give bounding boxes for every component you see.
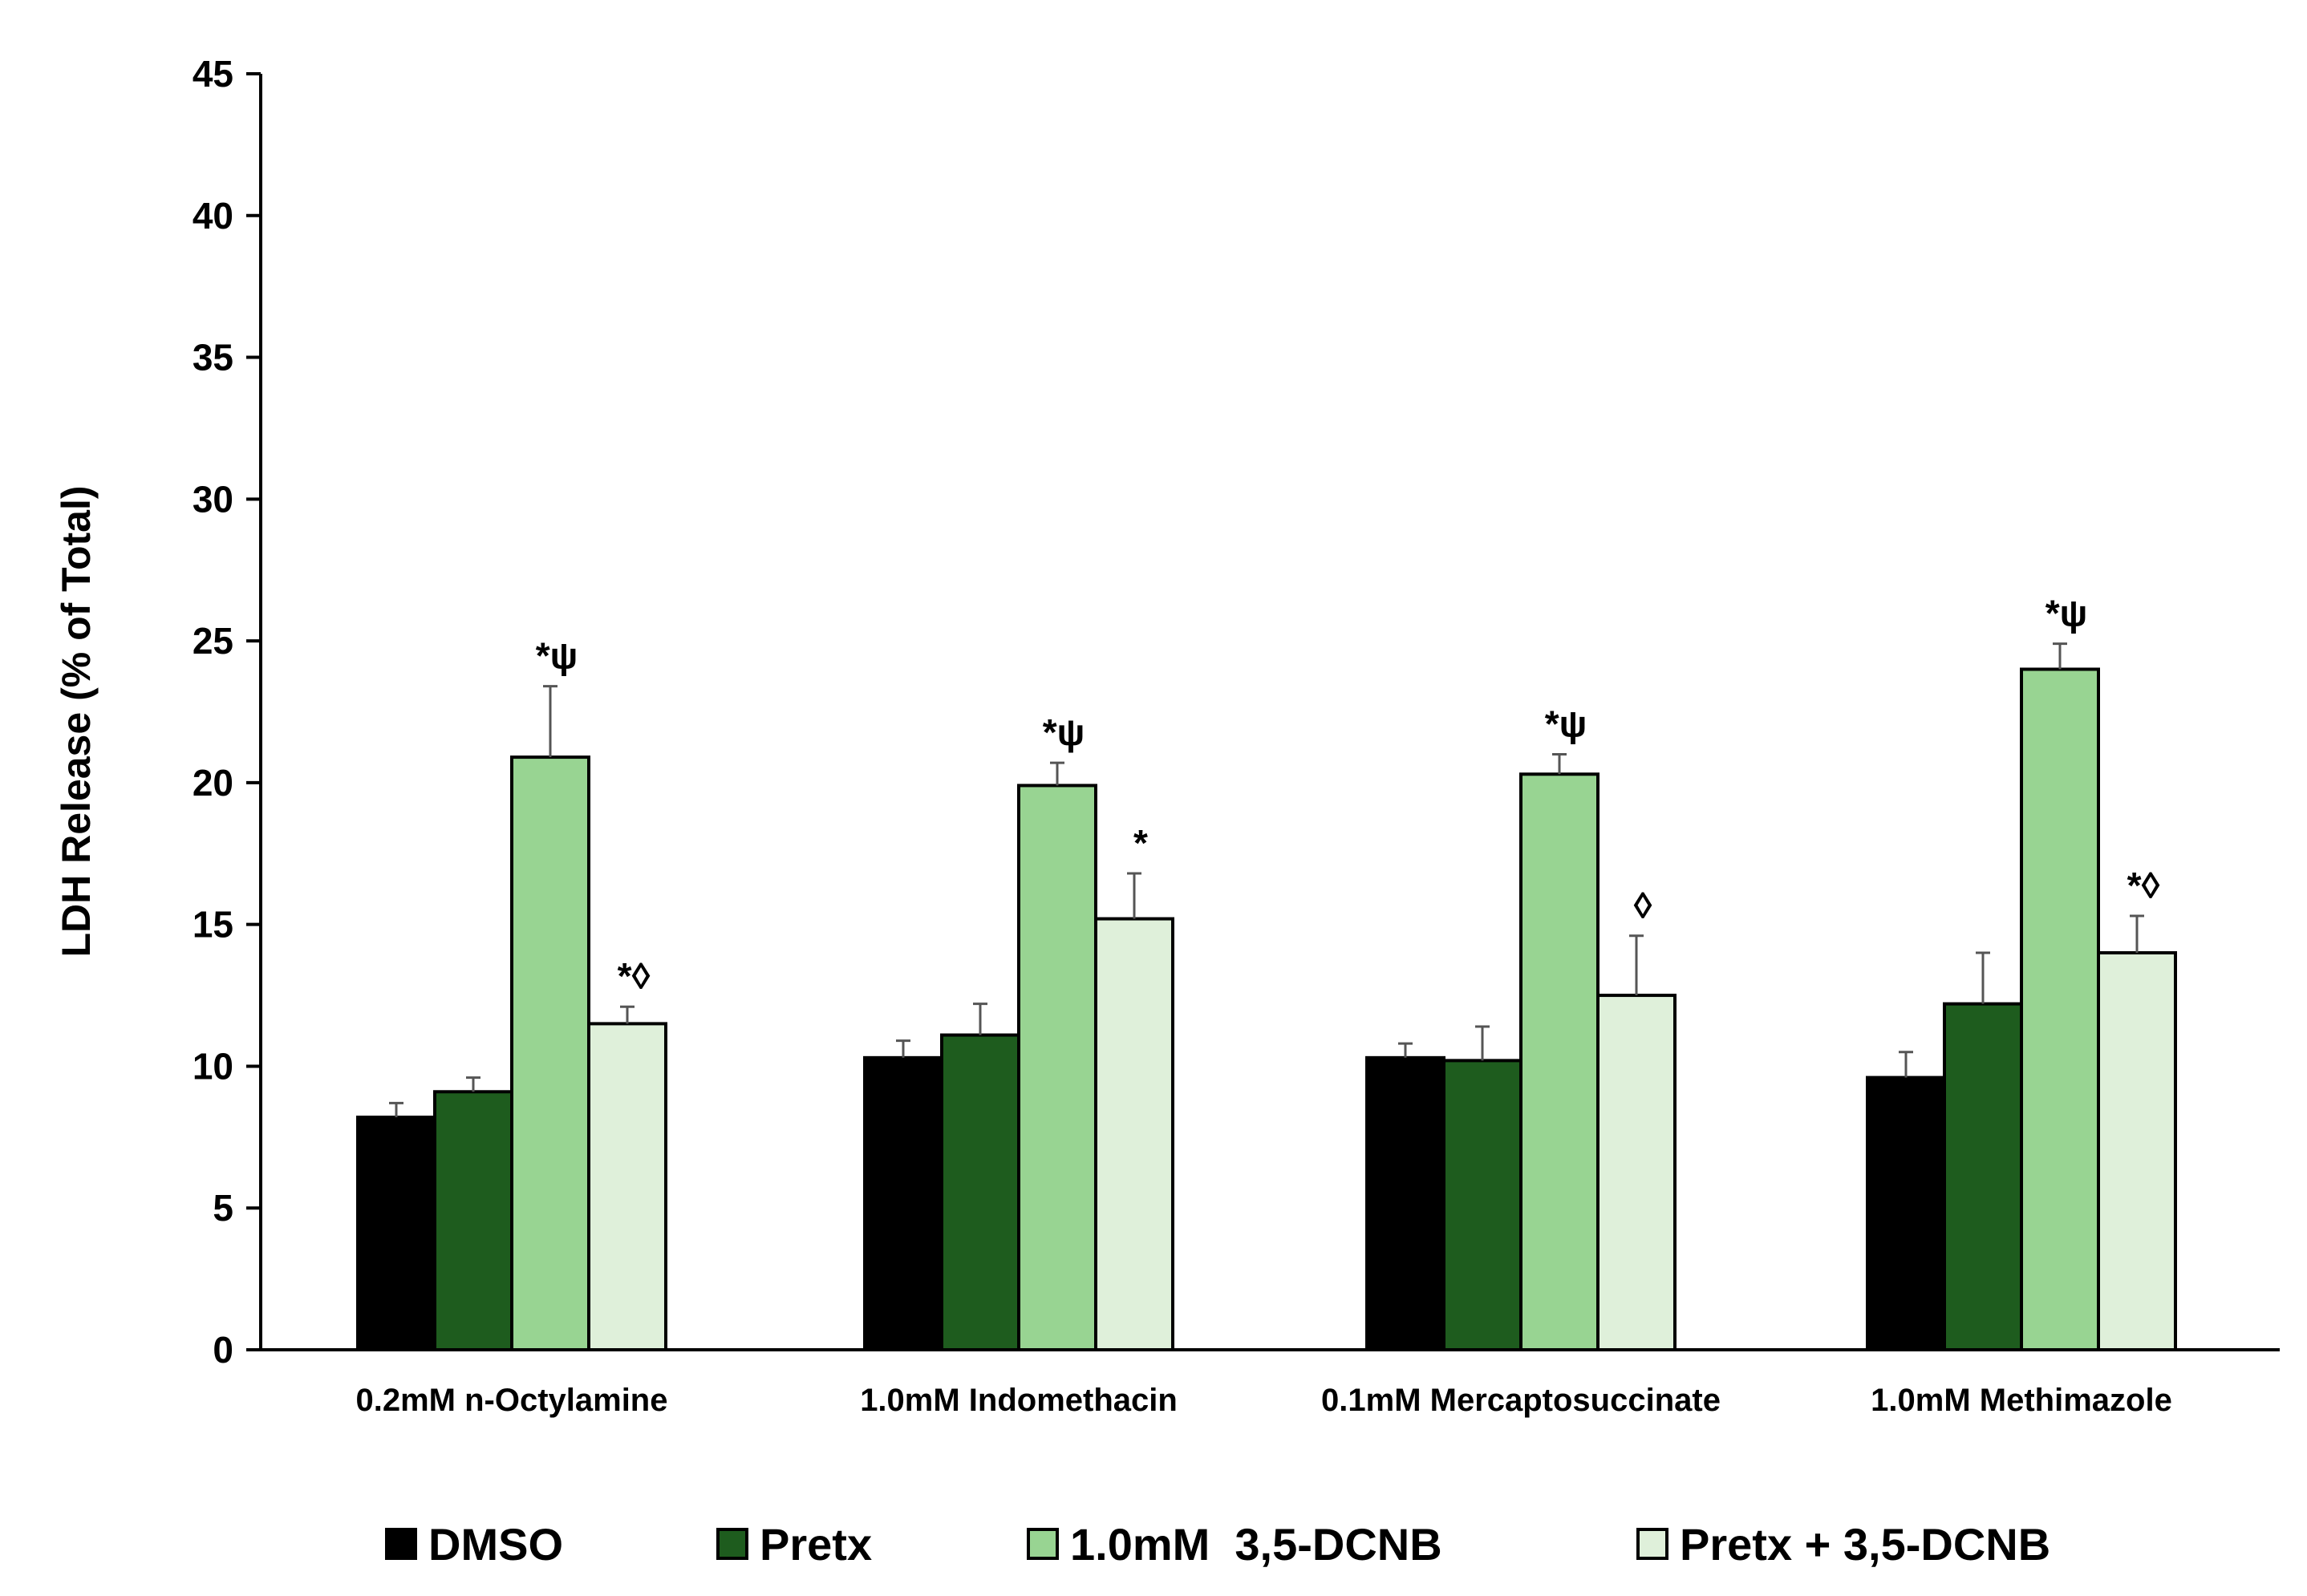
significance-label: *◊ — [2127, 865, 2160, 906]
bar-pretx-3-5-dcnb-1 — [587, 1022, 667, 1352]
y-tick-label: 20 — [193, 762, 233, 804]
bar-pretx-2 — [940, 1033, 1020, 1351]
bar-dmso-3 — [1365, 1055, 1445, 1351]
category-labels: 0.2mM n-Octylamine 1.0mM Indomethacin 0.1m… — [355, 1383, 2171, 1418]
significance-label: *ψ — [2045, 593, 2088, 634]
legend-swatch — [385, 1528, 417, 1560]
error-bars — [389, 642, 2144, 1118]
bar-1-0mm-3-5-dcnb-1 — [510, 755, 590, 1351]
y-tick-label: 15 — [193, 904, 233, 946]
legend-item: 1.0mM 3,5-DCNB — [1027, 1508, 1442, 1580]
legend-label: Pretx + 3,5-DCNB — [1680, 1518, 2051, 1570]
y-tick-label: 40 — [193, 195, 233, 237]
y-tick-label: 35 — [193, 337, 233, 379]
legend: DMSO Pretx 1.0mM 3,5-DCNB Pretx + 3,5-DCNB — [0, 1508, 2307, 1580]
bar-dmso-2 — [863, 1055, 943, 1351]
bar-1-0mm-3-5-dcnb-2 — [1017, 784, 1097, 1351]
significance-label: *ψ — [536, 635, 578, 677]
bar-pretx-4 — [1943, 1002, 2023, 1351]
y-axis-ticks: 0 5 10 15 20 25 30 35 40 45 — [193, 53, 261, 1371]
bar-chart: 0 5 10 15 20 25 30 35 40 45 *ψ *◊ *ψ * *ψ ◊ *ψ *◊ 0.2mM … — [54, 53, 2280, 1418]
significance-labels: *ψ *◊ *ψ * *ψ ◊ *ψ *◊ — [536, 593, 2160, 998]
bar-pretx-3-5-dcnb-2 — [1094, 917, 1174, 1351]
y-tick-label: 0 — [213, 1329, 233, 1371]
y-tick-label: 45 — [193, 53, 233, 95]
bar-pretx-3 — [1442, 1059, 1522, 1351]
bar-pretx-1 — [433, 1090, 513, 1351]
bar-pretx-3-5-dcnb-3 — [1596, 994, 1677, 1351]
legend-item: Pretx + 3,5-DCNB — [1636, 1508, 2050, 1580]
y-tick-label: 25 — [193, 620, 233, 662]
category-label: 1.0mM Methimazole — [1871, 1383, 2172, 1418]
legend-item: Pretx — [716, 1508, 872, 1580]
category-label: 1.0mM Indomethacin — [860, 1383, 1178, 1418]
significance-label: *ψ — [1043, 711, 1085, 753]
y-tick-label: 30 — [193, 478, 233, 520]
significance-label: *ψ — [1545, 703, 1587, 745]
significance-label: * — [1133, 822, 1148, 864]
legend-label: Pretx — [760, 1518, 873, 1570]
y-axis-title: LDH Release (% of Total) — [54, 485, 99, 957]
category-label: 0.2mM n-Octylamine — [355, 1383, 667, 1418]
bars — [356, 667, 2177, 1352]
bar-dmso-1 — [356, 1116, 436, 1352]
bar-1-0mm-3-5-dcnb-3 — [1519, 772, 1599, 1351]
bar-dmso-4 — [1866, 1075, 1946, 1351]
category-label: 0.1mM Mercaptosuccinate — [1321, 1383, 1721, 1418]
significance-label: *◊ — [618, 955, 651, 997]
significance-label: ◊ — [1634, 885, 1652, 926]
legend-swatch — [1027, 1528, 1059, 1560]
legend-item: DMSO — [385, 1508, 563, 1580]
legend-label: DMSO — [428, 1518, 563, 1570]
bar-1-0mm-3-5-dcnb-4 — [2020, 667, 2100, 1351]
y-tick-label: 10 — [193, 1045, 233, 1087]
legend-swatch — [716, 1528, 748, 1560]
legend-swatch — [1636, 1528, 1668, 1560]
y-tick-label: 5 — [213, 1187, 233, 1229]
bar-pretx-3-5-dcnb-4 — [2097, 951, 2177, 1351]
legend-label: 1.0mM 3,5-DCNB — [1070, 1518, 1442, 1570]
